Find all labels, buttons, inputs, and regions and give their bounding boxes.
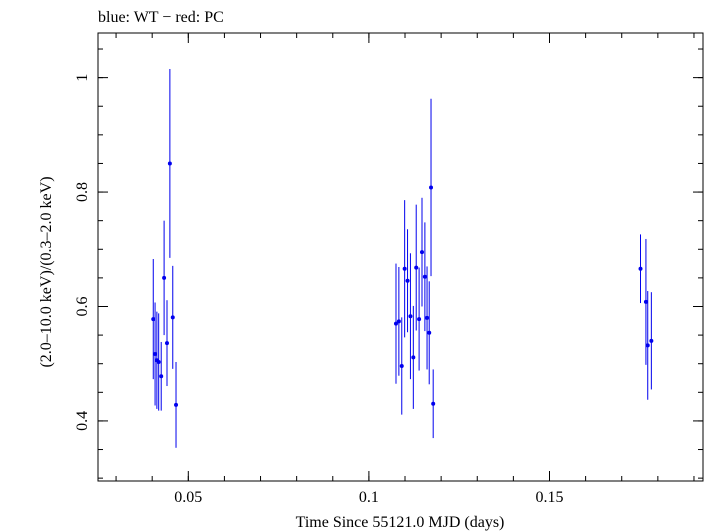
chart-title: blue: WT − red: PC — [98, 9, 224, 26]
data-marker — [164, 341, 169, 346]
data-point — [393, 263, 398, 384]
data-marker — [411, 355, 416, 360]
data-marker — [649, 338, 654, 343]
data-point — [399, 317, 404, 415]
data-point — [417, 267, 422, 371]
data-point — [167, 69, 172, 258]
data-marker — [174, 402, 179, 407]
data-point — [425, 266, 430, 370]
data-marker — [396, 319, 401, 324]
x-major-ticks — [187, 33, 550, 481]
data-point — [159, 341, 164, 411]
x-tick-label: 0.1 — [359, 489, 379, 506]
data-marker — [422, 274, 427, 279]
data-point — [427, 281, 432, 385]
data-marker — [393, 321, 398, 326]
data-point — [649, 292, 654, 390]
data-marker — [414, 265, 419, 270]
data-marker — [645, 343, 650, 348]
data-marker — [167, 161, 172, 166]
data-marker — [643, 299, 648, 304]
data-marker — [419, 250, 424, 255]
y-tick-label: 0.4 — [74, 411, 91, 431]
data-marker — [638, 266, 643, 271]
y-tick-label: 0.8 — [74, 182, 91, 202]
data-point — [396, 267, 401, 376]
data-marker — [170, 315, 175, 320]
data-marker — [427, 330, 432, 335]
data-point — [153, 302, 158, 406]
data-marker — [402, 266, 407, 271]
data-marker — [153, 351, 158, 356]
data-marker — [405, 278, 410, 283]
data-point — [638, 234, 643, 304]
data-point — [151, 259, 156, 380]
data-point — [645, 291, 650, 400]
x-axis-label: Time Since 55121.0 MJD (days) — [296, 514, 505, 531]
data-point — [170, 265, 175, 369]
data-marker — [417, 317, 422, 322]
data-point — [405, 229, 410, 333]
data-point — [429, 98, 434, 277]
y-major-ticks — [98, 77, 703, 422]
data-point — [402, 200, 407, 338]
plot-frame — [97, 32, 704, 482]
data-point — [422, 222, 427, 332]
y-tick-label: 0.6 — [74, 296, 91, 316]
y-tick-label: 1 — [74, 74, 91, 82]
data-marker — [429, 185, 434, 190]
data-marker — [431, 401, 436, 406]
data-point — [408, 253, 413, 380]
data-point — [411, 305, 416, 409]
series-wt — [151, 69, 654, 448]
x-tick-label: 0.15 — [535, 489, 563, 506]
data-marker — [408, 314, 413, 319]
data-point — [174, 361, 179, 448]
data-point — [162, 220, 167, 336]
data-point — [419, 197, 424, 307]
data-point — [431, 369, 436, 439]
data-point — [414, 204, 419, 331]
data-marker — [425, 315, 430, 320]
data-marker — [156, 359, 161, 364]
data-point — [156, 313, 161, 411]
y-minor-ticks — [98, 48, 703, 479]
data-marker — [162, 275, 167, 280]
y-axis-label: (2.0–10.0 keV)/(0.3–2.0 keV) — [38, 176, 55, 367]
data-marker — [159, 374, 164, 379]
x-tick-label: 0.05 — [174, 489, 202, 506]
data-marker — [151, 317, 156, 322]
data-point — [164, 300, 169, 387]
data-point — [643, 238, 648, 365]
data-marker — [399, 363, 404, 368]
